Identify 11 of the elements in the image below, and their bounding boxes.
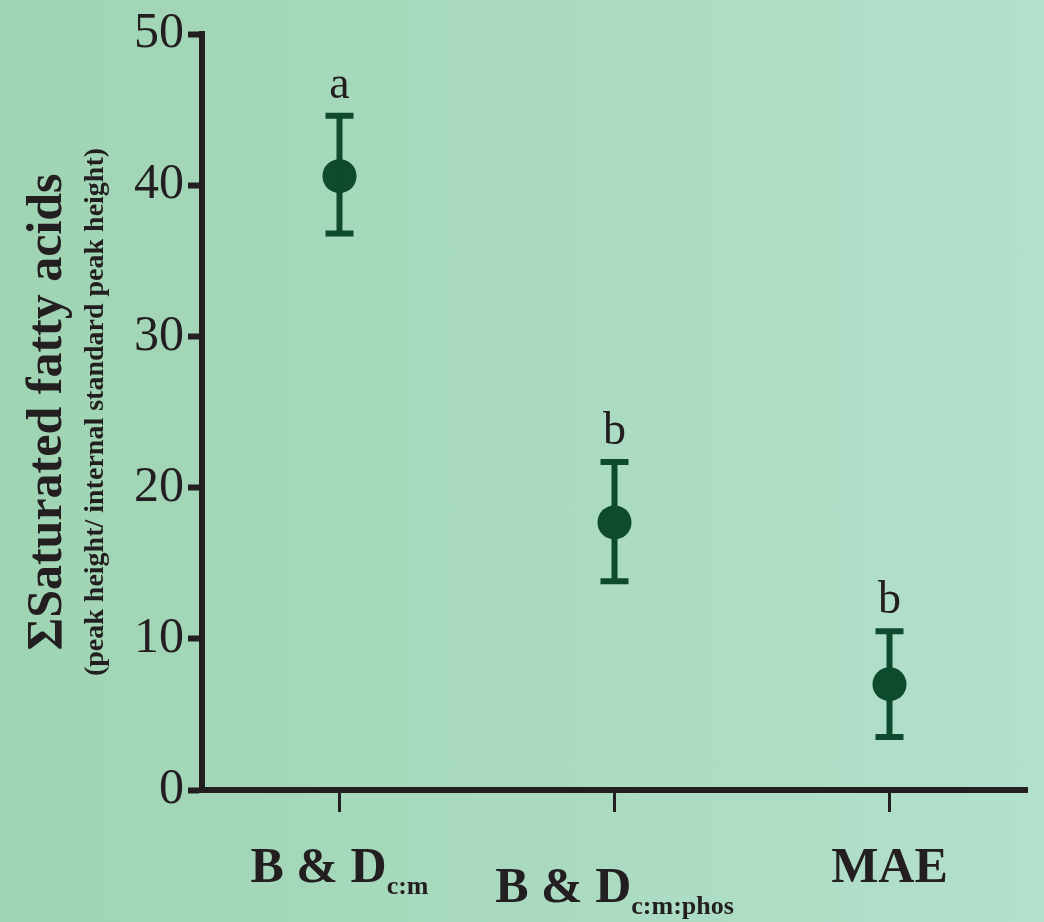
annotation: a [329,56,350,108]
y-tick-label: 20 [134,455,184,512]
annotation: b [603,402,626,454]
x-tick-label: MAE [831,837,948,893]
y-axis-title: ΣSaturated fatty acids (peak height/ internal standard peak height) [15,147,110,677]
annotation: b [878,572,901,624]
y-tick-label: 10 [134,606,184,663]
y-tick-label: 40 [134,153,184,210]
y-tick-label: 30 [134,304,184,361]
y-tick-label: 50 [134,2,184,59]
y-tick-label: 0 [159,758,184,815]
